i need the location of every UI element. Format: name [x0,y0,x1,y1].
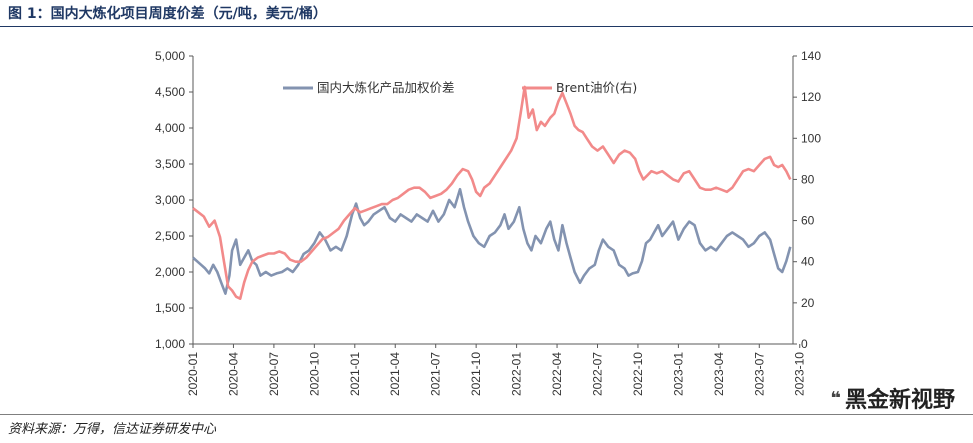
right-tick-label: 120 [801,90,821,104]
right-tick-label: 60 [801,214,815,228]
left-tick-label: 5,000 [155,49,185,63]
x-tick-label: 2021-10 [469,352,483,396]
axes [192,56,794,345]
series-lines [192,85,792,300]
right-tick-label: 140 [801,49,821,63]
x-tick-label: 2022-10 [631,352,645,396]
right-tick-label: 80 [801,172,815,186]
watermark-text: 黑金新视野 [844,388,955,413]
watermark: ❝ 黑金新视野 [830,382,955,414]
x-tick-label: 2023-10 [793,352,807,396]
x-tick-label: 2020-07 [267,352,281,396]
x-tick-label: 2020-01 [186,352,200,396]
x-tick-label: 2021-01 [348,352,362,396]
legend-brent-label: Brent油价(右) [556,80,637,95]
right-tick-label: 40 [801,255,815,269]
x-tick-label: 2023-01 [671,352,685,396]
x-tick-label: 2023-07 [752,352,766,396]
right-tick-label: 20 [801,296,815,310]
left-tick-label: 3,000 [155,193,185,207]
legend-spread-label: 国内大炼化产品加权价差 [317,80,455,95]
spread-line [192,187,792,295]
x-tick-label: 2021-07 [429,352,443,396]
legend: 国内大炼化产品加权价差 Brent油价(右) [283,80,637,95]
x-tick-label: 2022-07 [590,352,604,396]
left-tick-label: 2,000 [155,265,185,279]
right-tick-label: 100 [801,131,821,145]
right-axis-ticks: 0 20 40 60 80 100 120 140 [793,49,821,351]
left-tick-label: 4,500 [155,85,185,99]
brent-line [192,85,792,300]
left-tick-label: 3,500 [155,157,185,171]
left-tick-label: 1,500 [155,301,185,315]
title-divider [0,26,973,27]
x-tick-label: 2020-10 [307,352,321,396]
left-tick-label: 2,500 [155,229,185,243]
x-tick-label: 2021-04 [388,352,402,396]
left-tick-label: 1,000 [155,337,185,351]
x-tick-label: 2022-01 [510,352,524,396]
x-axis-ticks: 2020-01 2020-04 2020-07 2020-10 2021-01 2021-… [186,344,807,396]
left-axis-ticks: 1,000 1,500 2,000 2,500 3,000 3,500 4,000 4,500… [155,49,193,351]
figure-title: 图 1：国内大炼化项目周度价差（元/吨，美元/桶） [8,6,327,22]
chart: 1,000 1,500 2,000 2,500 3,000 3,500 4,000 4,500… [155,49,821,396]
source-note: 资料来源：万得，信达证券研发中心 [8,422,217,437]
right-tick-label: 0 [801,337,808,351]
left-tick-label: 4,000 [155,121,185,135]
x-tick-label: 2020-04 [226,352,240,396]
x-tick-label: 2023-04 [712,352,726,396]
chat-bubbles-icon: ❝ [830,387,841,409]
x-tick-label: 2022-04 [550,352,564,396]
source-divider [0,414,973,415]
